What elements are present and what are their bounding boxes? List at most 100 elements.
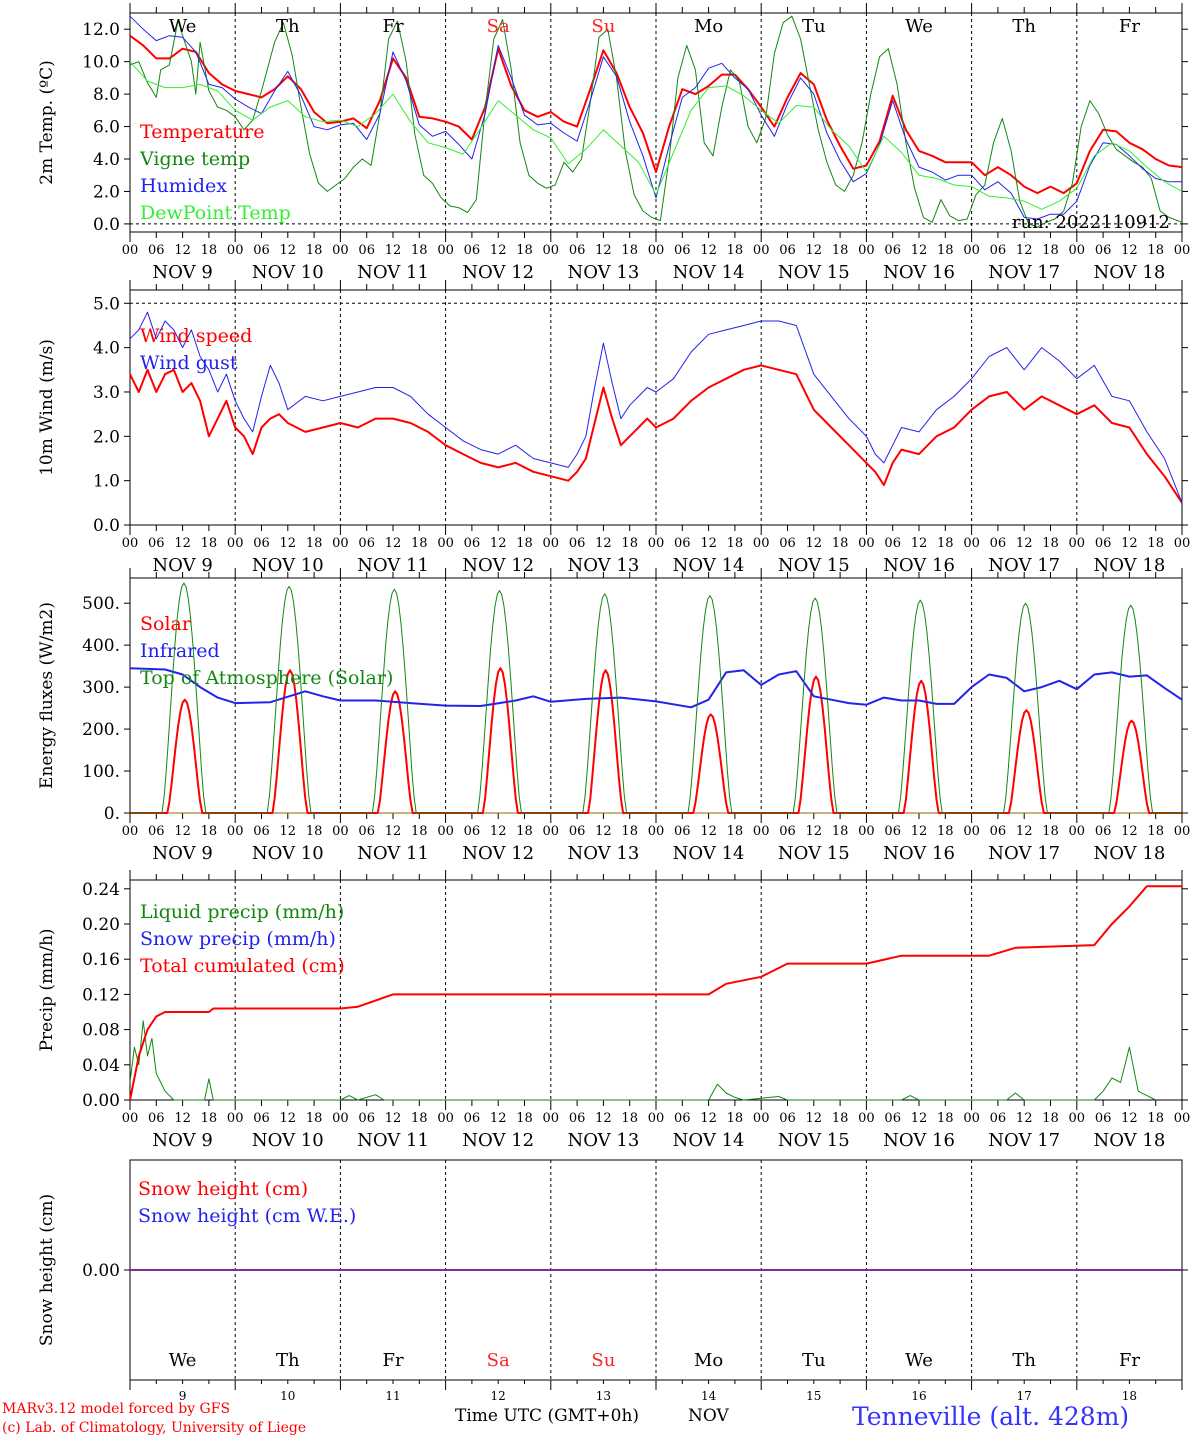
x-tick-label: 12 [490,824,507,839]
x-tick-label: 06 [779,1111,796,1126]
x-tick-label: 18 [727,824,744,839]
legend-entry: Snow height (cm W.E.) [138,1205,356,1227]
y-tick-label: 5.0 [93,294,120,314]
weekday-label: Su [591,1350,615,1371]
day-number-label: 12 [491,1389,506,1403]
x-tick-label: 00 [227,243,244,258]
x-tick-label: 12 [280,1111,297,1126]
x-tick-label: 06 [990,243,1007,258]
x-tick-label: 18 [1042,824,1059,839]
day-number-label: 16 [911,1389,926,1403]
y-axis-label: 10m Wind (m/s) [37,339,57,476]
x-date-label: NOV 9 [152,555,212,576]
y-tick-label: 0.16 [82,950,120,970]
weekday-label: We [905,1350,933,1371]
x-tick-label: 12 [280,824,297,839]
x-date-label: NOV 10 [252,1130,324,1151]
y-tick-label: 400. [82,636,120,656]
x-tick-label: 00 [227,1111,244,1126]
y-tick-label: 3.0 [93,383,120,403]
x-tick-label: 00 [227,536,244,551]
weekday-label: Fr [382,1350,403,1371]
x-tick-label: 18 [1042,243,1059,258]
x-date-label: NOV 16 [883,262,955,283]
x-tick-label: 12 [700,1111,717,1126]
x-tick-label: 06 [884,536,901,551]
x-tick-label: 00 [437,243,454,258]
x-tick-label: 00 [332,243,349,258]
x-date-label: NOV 16 [883,843,955,864]
x-date-label: NOV 10 [252,843,324,864]
x-date-label: NOV 17 [988,1130,1060,1151]
x-tick-label: 12 [806,824,823,839]
y-tick-label: 500. [82,594,120,614]
x-tick-label: 18 [201,243,218,258]
x-date-label: NOV 12 [462,843,534,864]
x-date-label: NOV 12 [462,555,534,576]
series-line-top-of-atmosphere-solar- [130,582,1182,814]
x-tick-label: 18 [516,243,533,258]
x-date-label: NOV 12 [462,1130,534,1151]
weekday-label: Tu [802,16,826,37]
x-tick-label: 00 [648,536,665,551]
x-tick-label: 12 [700,243,717,258]
weekday-label: Fr [1119,16,1140,37]
weekday-label: Th [276,16,300,37]
panel-2 [124,280,1188,535]
x-tick-label: 18 [1147,536,1164,551]
x-tick-label: 18 [937,824,954,839]
x-tick-label: 18 [201,824,218,839]
x-tick-label: 00 [332,536,349,551]
x-tick-label: 18 [516,1111,533,1126]
x-tick-label: 12 [280,243,297,258]
x-date-label: NOV 15 [778,262,850,283]
x-tick-label: 18 [1042,1111,1059,1126]
x-tick-label: 06 [1095,243,1112,258]
weekday-label: We [169,1350,197,1371]
x-tick-label: 00 [753,536,770,551]
x-tick-label: 12 [1121,243,1138,258]
panel-3 [124,568,1188,823]
series-line-humidex [129,15,1182,220]
series-line-temperature [129,34,1183,195]
x-tick-label: 06 [358,536,375,551]
x-tick-label: 00 [963,243,980,258]
y-tick-label: 0.12 [82,985,120,1005]
x-tick-label: 06 [884,824,901,839]
x-date-label: NOV 15 [778,555,850,576]
x-tick-label: 18 [621,536,638,551]
x-date-label: NOV 11 [357,262,429,283]
x-date-label: NOV 13 [567,262,639,283]
x-tick-label: 18 [516,824,533,839]
x-tick-label: 18 [411,824,428,839]
x-tick-label: 12 [1121,824,1138,839]
day-number-label: 17 [1017,1389,1032,1403]
x-tick-label: 12 [911,536,928,551]
legend-entry: Wind gust [140,352,238,374]
x-tick-label: 12 [806,536,823,551]
x-tick-label: 18 [937,243,954,258]
y-tick-label: 4.0 [93,150,120,170]
x-tick-label: 00 [858,1111,875,1126]
x-tick-label: 18 [621,243,638,258]
x-tick-label: 12 [490,243,507,258]
x-date-label: NOV 14 [673,1130,745,1151]
y-tick-label: 10.0 [82,53,120,73]
x-date-label: NOV 16 [883,1130,955,1151]
legend-entry: Total cumulated (cm) [140,955,345,977]
x-tick-label: 18 [727,536,744,551]
x-tick-label: 12 [385,243,402,258]
day-number-label: 13 [596,1389,611,1403]
x-tick-label: 18 [201,536,218,551]
x-tick-label: 18 [1147,824,1164,839]
x-date-label: NOV 18 [1093,843,1165,864]
x-tick-label: 00 [1174,536,1191,551]
x-date-label: NOV 11 [357,1130,429,1151]
y-axis-label: 2m Temp. (ºC) [37,60,57,185]
x-tick-label: 06 [779,243,796,258]
x-tick-label: 12 [1016,824,1033,839]
x-tick-label: 00 [122,536,139,551]
x-date-label: NOV 14 [673,843,745,864]
series-line-liquid-precip-mm-h- [129,1020,1156,1101]
